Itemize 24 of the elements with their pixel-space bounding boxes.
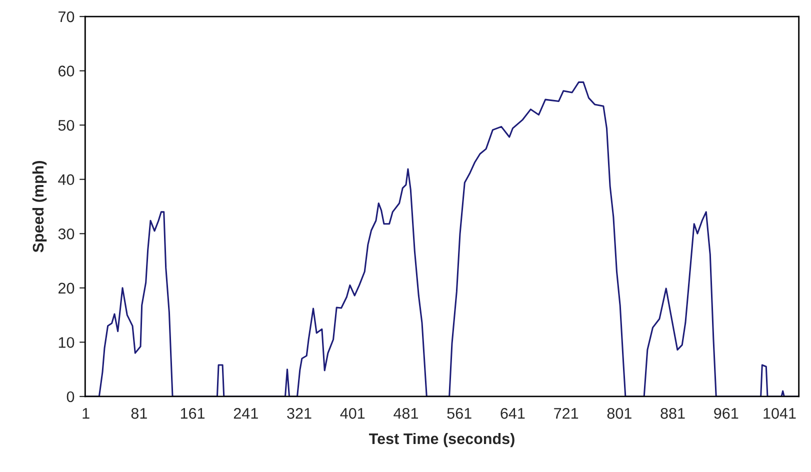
x-tick-label: 561 <box>447 408 472 419</box>
y-tick-label: 40 <box>58 174 74 186</box>
x-tick-label: 1041 <box>764 408 796 419</box>
y-tick-label: 10 <box>58 337 74 348</box>
x-tick-label: 81 <box>131 408 147 419</box>
x-axis-title: Test Time (seconds) <box>369 432 514 448</box>
x-tick-label: 801 <box>607 408 632 419</box>
y-axis-title: Speed (mph) <box>32 161 47 252</box>
y-tick-label: 0 <box>66 391 74 402</box>
x-tick-label: 881 <box>660 408 685 419</box>
y-tick-label: 20 <box>58 282 74 294</box>
y-tick-label: 60 <box>58 66 74 76</box>
x-tick-label: 641 <box>500 408 525 419</box>
x-tick-label: 721 <box>554 408 578 419</box>
x-tick-label: 321 <box>287 408 312 419</box>
y-tick-label: 70 <box>58 11 74 22</box>
y-tick-label: 50 <box>58 120 74 131</box>
x-tick-label: 961 <box>714 408 738 419</box>
x-tick-label: 161 <box>180 408 205 419</box>
x-tick-label: 401 <box>340 408 365 419</box>
x-tick-label: 241 <box>234 408 258 419</box>
y-tick-label: 30 <box>58 228 74 240</box>
x-tick-label: 1 <box>82 408 90 419</box>
x-tick-label: 481 <box>394 408 418 419</box>
